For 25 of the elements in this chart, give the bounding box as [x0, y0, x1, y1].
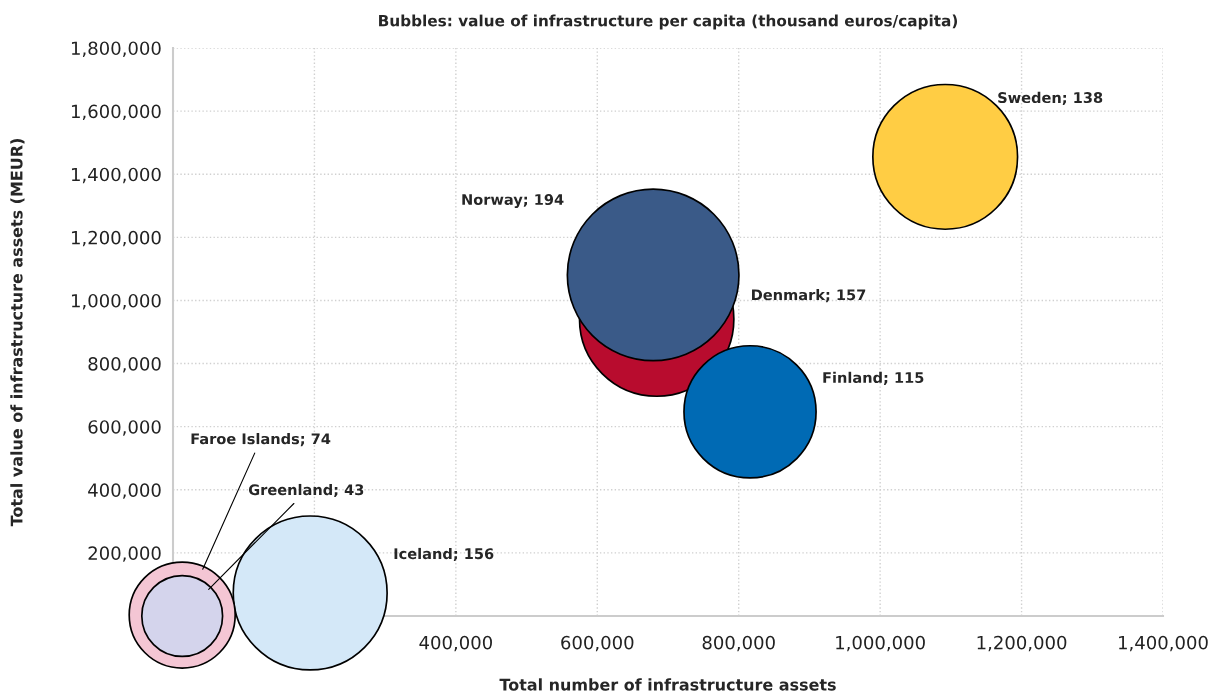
y-tick-label: 1,000,000	[71, 293, 161, 310]
x-tick-label: 400,000	[419, 635, 492, 652]
data-label: Iceland; 156	[394, 547, 494, 562]
chart-title: Bubbles: value of infrastructure per capita (thousand euros/capita)	[379, 14, 958, 30]
y-axis-title: Total value of infrastructure assets (MEUR)	[10, 139, 25, 527]
y-tick-label: 800,000	[88, 357, 161, 373]
y-tick-label: 1,200,000	[71, 230, 161, 247]
data-label: Greenland; 43	[248, 483, 364, 498]
y-tick-label: 600,000	[88, 420, 161, 436]
y-tick-label: 200,000	[88, 546, 161, 562]
data-label: Finland; 115	[823, 371, 924, 385]
y-tick-label: 1,600,000	[71, 104, 161, 121]
data-label: Denmark; 157	[752, 289, 866, 303]
x-axis-title: Total number of infrastructure assets	[499, 678, 836, 691]
y-tick-label: 400,000	[88, 483, 161, 499]
data-label: Faroe Islands; 74	[191, 433, 331, 447]
data-label: Norway; 194	[462, 193, 564, 208]
data-label: Sweden; 138	[998, 91, 1103, 105]
x-tick-label: 1,000,000	[836, 635, 925, 652]
x-tick-label: 600,000	[561, 635, 634, 652]
x-tick-label: 1,200,000	[977, 635, 1067, 652]
x-tick-label: 800,000	[702, 635, 775, 652]
y-tick-label: 1,800,000	[71, 41, 161, 57]
y-tick-label: 1,400,000	[71, 167, 161, 184]
x-tick-label: 1,400,000	[1119, 635, 1208, 652]
